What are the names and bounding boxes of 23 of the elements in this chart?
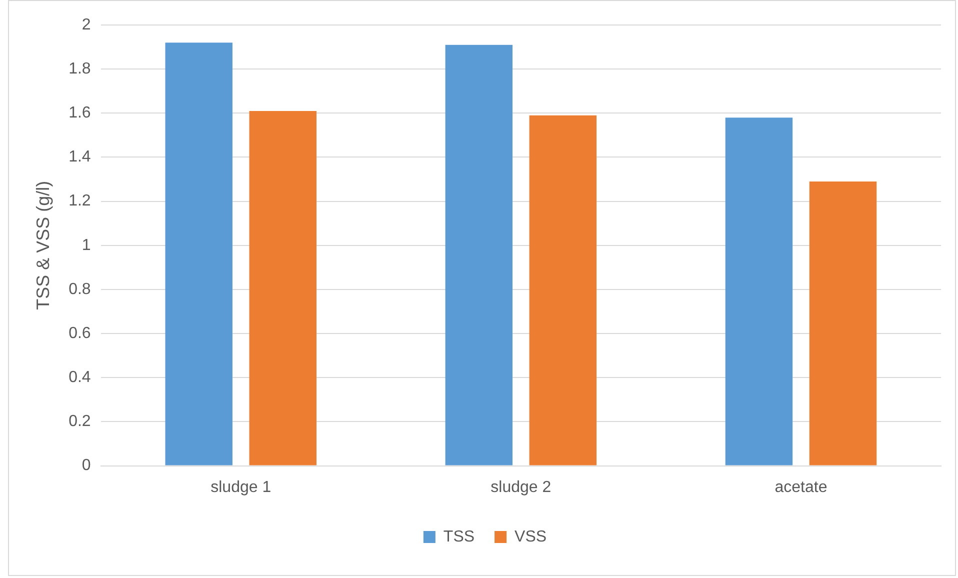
legend-label: TSS [443, 528, 475, 546]
y-tick-label: 1 [82, 236, 91, 254]
x-tick-label: sludge 1 [210, 478, 272, 496]
bar [809, 181, 877, 466]
bar [725, 118, 793, 466]
y-tick-label: 0.4 [68, 369, 91, 386]
x-tick-label: sludge 2 [490, 478, 552, 496]
y-tick-label: 0 [82, 457, 91, 474]
y-tick-label: 0.6 [68, 324, 91, 342]
legend-label: VSS [514, 528, 547, 546]
y-tick-label: 2 [82, 16, 91, 34]
bar [529, 115, 597, 466]
bar [445, 44, 513, 466]
y-axis-title: TSS & VSS (g/l) [32, 180, 53, 310]
y-tick-label: 1.8 [68, 60, 91, 78]
bar [165, 42, 232, 466]
y-tick-label: 0.2 [68, 413, 91, 430]
bar [249, 110, 316, 466]
y-tick-label: 1.4 [68, 148, 91, 166]
y-tick-label: 1.2 [68, 192, 91, 210]
x-tick-label: acetate [774, 478, 828, 496]
y-tick-label: 0.8 [68, 280, 91, 298]
y-tick-label: 1.6 [68, 104, 91, 122]
